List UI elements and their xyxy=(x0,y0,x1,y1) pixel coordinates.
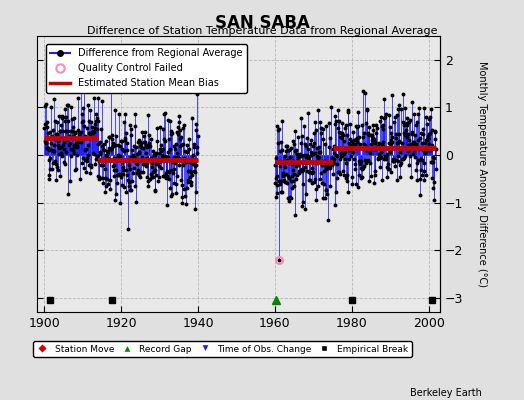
Legend: Station Move, Record Gap, Time of Obs. Change, Empirical Break: Station Move, Record Gap, Time of Obs. C… xyxy=(33,341,411,357)
Y-axis label: Monthly Temperature Anomaly Difference (°C): Monthly Temperature Anomaly Difference (… xyxy=(477,61,487,287)
Text: SAN SABA: SAN SABA xyxy=(214,14,310,32)
Text: Berkeley Earth: Berkeley Earth xyxy=(410,388,482,398)
Text: Difference of Station Temperature Data from Regional Average: Difference of Station Temperature Data f… xyxy=(87,26,437,36)
